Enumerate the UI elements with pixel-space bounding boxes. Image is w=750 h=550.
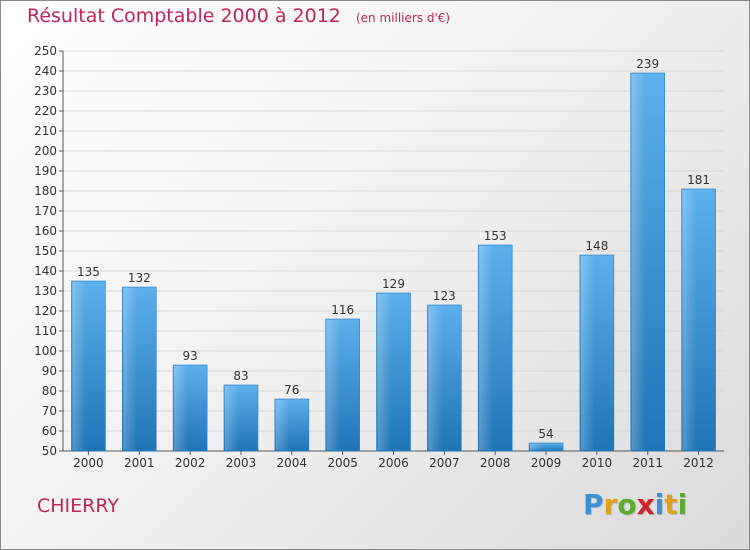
y-tick-label: 150: [34, 244, 57, 258]
chart-subtitle: (en milliers d'€): [355, 11, 451, 25]
data-label: 181: [687, 173, 710, 187]
bar-highlight: [174, 366, 188, 450]
bars: [71, 72, 716, 452]
y-tick-label: 80: [42, 384, 57, 398]
y-tick-label: 70: [42, 404, 57, 418]
data-label: 116: [331, 303, 354, 317]
data-label: 132: [128, 271, 151, 285]
data-label: 76: [284, 383, 299, 397]
x-tick-label: 2005: [327, 456, 358, 470]
y-tick-label: 230: [34, 84, 57, 98]
x-tick-label: 2006: [378, 456, 409, 470]
logo-letter: x: [636, 488, 655, 521]
y-tick-label: 90: [42, 364, 57, 378]
x-tick-label: 2000: [73, 456, 104, 470]
y-tick-label: 60: [42, 424, 57, 438]
data-label: 83: [233, 369, 248, 383]
y-tick-label: 210: [34, 124, 57, 138]
bar-highlight: [631, 74, 646, 450]
place-name: CHIERRY: [37, 495, 119, 517]
y-tick-label: 200: [34, 144, 57, 158]
x-tick-label: 2008: [480, 456, 511, 470]
data-label: 54: [538, 427, 553, 441]
y-tick-label: 130: [34, 284, 57, 298]
x-tick-label: 2010: [582, 456, 613, 470]
x-tick-label: 2012: [683, 456, 714, 470]
logo-letter: r: [603, 488, 618, 521]
x-tick-label: 2001: [124, 456, 155, 470]
data-label: 148: [585, 239, 608, 253]
y-tick-label: 140: [34, 264, 57, 278]
x-tick-label: 2003: [226, 456, 257, 470]
data-label: 123: [433, 289, 456, 303]
bar-highlight: [326, 320, 341, 450]
data-label: 239: [636, 57, 659, 71]
y-tick-label: 170: [34, 204, 57, 218]
bar-highlight: [580, 256, 595, 450]
title-row: Résultat Comptable 2000 à 2012 (en milli…: [27, 5, 450, 27]
data-label: 93: [182, 349, 197, 363]
bar-highlight: [682, 190, 697, 450]
bar-highlight: [275, 400, 290, 450]
bar-highlight: [428, 306, 442, 450]
bar-highlight: [377, 294, 392, 450]
logo-letter: P: [583, 488, 604, 521]
x-tick-label: 2007: [429, 456, 460, 470]
x-tick-label: 2002: [175, 456, 206, 470]
logo-letter: t: [664, 488, 678, 521]
logo-letter: i: [677, 488, 688, 521]
logo-letter: o: [617, 488, 637, 521]
y-tick-label: 100: [34, 344, 57, 358]
bar-highlight: [479, 246, 493, 450]
data-label: 129: [382, 277, 405, 291]
logo-letter: i: [654, 488, 665, 521]
y-tick-label: 190: [34, 164, 57, 178]
bar-highlight: [123, 288, 137, 450]
x-tick-label: 2004: [277, 456, 308, 470]
data-label: 135: [77, 265, 100, 279]
bar-highlight: [224, 386, 239, 450]
y-tick-label: 50: [42, 444, 57, 458]
y-tick-label: 120: [34, 304, 57, 318]
proxiti-logo: Proxiti: [583, 488, 687, 521]
y-tick-label: 180: [34, 184, 57, 198]
bar-highlight: [72, 282, 87, 450]
y-tick-label: 220: [34, 104, 57, 118]
x-tick-label: 2011: [632, 456, 663, 470]
y-tick-label: 250: [34, 44, 57, 58]
y-tick-label: 110: [34, 324, 57, 338]
bar: [528, 442, 564, 452]
data-label: 153: [484, 229, 507, 243]
y-tick-label: 160: [34, 224, 57, 238]
labels: 50 60 70 80 90 100 110 120 130 140 150 160 170 180 190…: [34, 44, 714, 470]
y-tick-label: 240: [34, 64, 57, 78]
bar-highlight: [530, 444, 544, 450]
x-tick-label: 2009: [531, 456, 562, 470]
chart-title: Résultat Comptable 2000 à 2012: [27, 5, 341, 27]
